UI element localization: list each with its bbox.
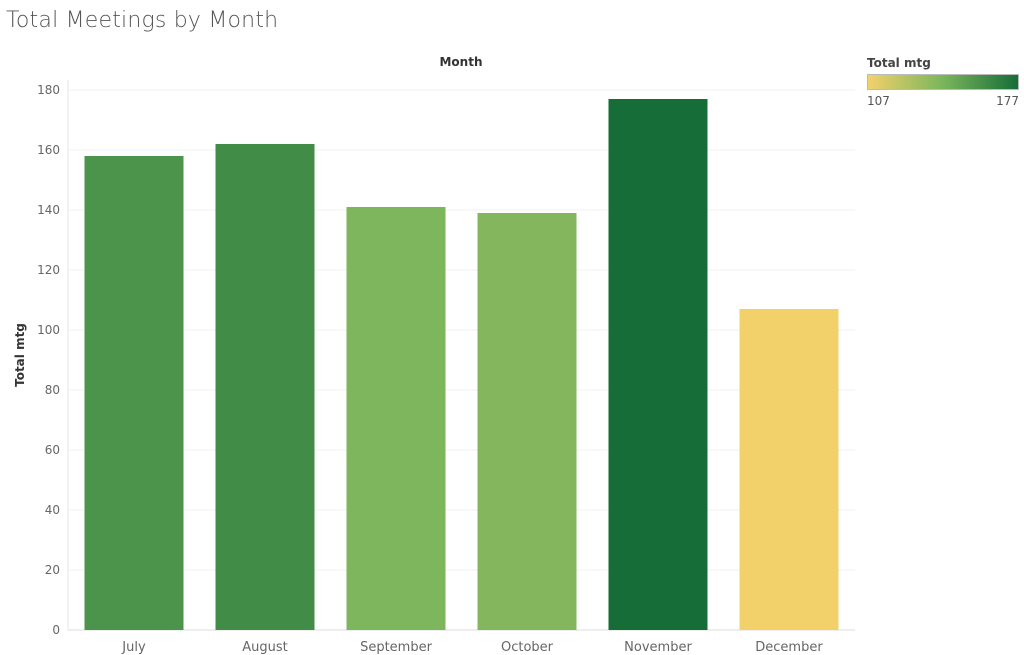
bars bbox=[84, 99, 839, 630]
y-tick-label: 60 bbox=[45, 443, 60, 457]
x-tick-label: September bbox=[360, 640, 433, 655]
y-tick-label: 160 bbox=[37, 143, 60, 157]
y-tick-label: 100 bbox=[37, 323, 60, 337]
y-tick-label: 80 bbox=[45, 383, 60, 397]
color-legend: Total mtg 107 177 bbox=[867, 56, 1019, 108]
x-axis-label: Month bbox=[439, 55, 482, 69]
x-tick-label: December bbox=[755, 640, 823, 655]
x-tick-label: July bbox=[121, 640, 146, 655]
bar-december[interactable] bbox=[739, 309, 839, 630]
y-tick-label: 20 bbox=[45, 563, 60, 577]
legend-min-label: 107 bbox=[867, 94, 890, 108]
bar-november[interactable] bbox=[608, 99, 708, 630]
x-tick-label: August bbox=[242, 640, 288, 655]
x-axis-ticks: July August September October November Decemb… bbox=[121, 640, 823, 655]
legend-max-label: 177 bbox=[996, 94, 1019, 108]
bar-july[interactable] bbox=[84, 156, 184, 630]
x-tick-label: October bbox=[501, 640, 554, 655]
y-axis-ticks: 0 20 40 60 80 100 120 140 160 180 bbox=[37, 83, 60, 637]
gridlines bbox=[67, 80, 855, 631]
bar-october[interactable] bbox=[477, 213, 577, 630]
bar-chart: 0 20 40 60 80 100 120 140 160 180 July August Septe… bbox=[13, 55, 855, 655]
x-tick-label: November bbox=[624, 640, 692, 655]
y-tick-label: 40 bbox=[45, 503, 60, 517]
bar-august[interactable] bbox=[215, 144, 315, 630]
bar-september[interactable] bbox=[346, 207, 446, 630]
y-tick-label: 120 bbox=[37, 263, 60, 277]
legend-gradient bbox=[867, 74, 1019, 90]
y-axis-label: Total mtg bbox=[13, 323, 27, 387]
y-tick-label: 180 bbox=[37, 83, 60, 97]
legend-title: Total mtg bbox=[867, 56, 931, 70]
y-tick-label: 0 bbox=[52, 623, 60, 637]
chart-title: Total Meetings by Month bbox=[6, 8, 279, 33]
y-tick-label: 140 bbox=[37, 203, 60, 217]
